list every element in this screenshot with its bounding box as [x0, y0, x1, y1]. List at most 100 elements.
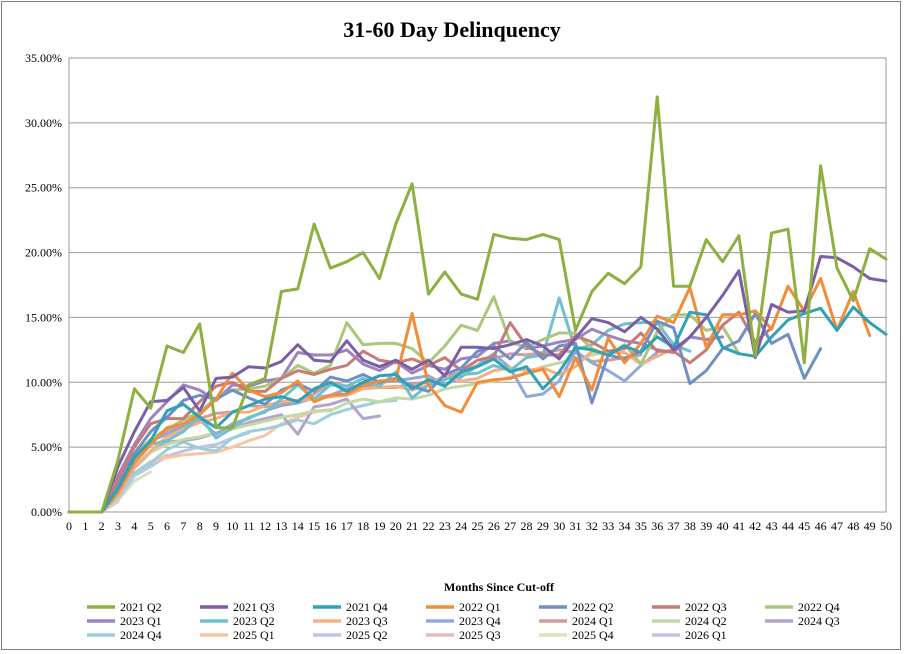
legend-label: 2023 Q4	[459, 614, 501, 628]
legend-label: 2022 Q2	[572, 600, 614, 614]
x-axis-label: Months Since Cut-off	[444, 580, 555, 594]
x-axis-tick-labels: 0 1 2 3 4 5 6 7 8 9 10 11 12 13 14 15 16 17 18 19 20 21 22 23 24…	[66, 519, 892, 533]
x-tick-label: 21	[406, 519, 418, 533]
x-tick-label: 24	[455, 519, 467, 533]
legend-label: 2024 Q2	[685, 614, 727, 628]
legend-entry: 2023 Q3	[313, 614, 388, 628]
legend-entry: 2022 Q4	[765, 600, 840, 614]
x-tick-label: 0	[66, 519, 72, 533]
x-tick-label: 36	[651, 519, 663, 533]
legend-label: 2024 Q1	[572, 614, 614, 628]
x-tick-label: 6	[164, 519, 170, 533]
x-tick-label: 37	[668, 519, 680, 533]
legend-entry: 2023 Q2	[200, 614, 275, 628]
x-tick-label: 39	[700, 519, 712, 533]
x-tick-label: 2	[99, 519, 105, 533]
legend-label: 2025 Q1	[233, 628, 275, 642]
series-line-2023-q2	[67, 296, 692, 514]
x-tick-label: 34	[619, 519, 631, 533]
legend-entry: 2025 Q1	[200, 628, 275, 642]
x-tick-label: 7	[180, 519, 186, 533]
legend-entry: 2025 Q2	[313, 628, 388, 642]
x-tick-label: 14	[292, 519, 304, 533]
x-tick-label: 29	[537, 519, 549, 533]
legend-label: 2024 Q4	[120, 628, 162, 642]
series-line-2024-q4	[67, 398, 398, 514]
x-tick-label: 20	[390, 519, 402, 533]
x-tick-label: 16	[324, 519, 336, 533]
series-line-2023-q3	[67, 347, 676, 514]
y-tick-label: 35.00%	[25, 51, 62, 65]
x-tick-label: 30	[553, 519, 565, 533]
x-tick-label: 17	[341, 519, 353, 533]
legend-entry: 2022 Q2	[539, 600, 614, 614]
legend-label: 2026 Q1	[685, 628, 727, 642]
y-axis-tick-labels: 0.00% 5.00% 10.00% 15.00% 20.00% 25.00% 30.00%…	[25, 51, 62, 519]
x-tick-label: 47	[831, 519, 843, 533]
x-tick-label: 26	[488, 519, 500, 533]
x-tick-label: 18	[357, 519, 369, 533]
x-tick-label: 13	[275, 519, 287, 533]
x-tick-label: 15	[308, 519, 320, 533]
x-tick-label: 28	[521, 519, 533, 533]
series-line-2022-q4	[67, 295, 741, 514]
legend-label: 2024 Q3	[798, 614, 840, 628]
y-tick-label: 5.00%	[31, 440, 62, 454]
legend-label: 2023 Q1	[120, 614, 162, 628]
legend-entry: 2025 Q3	[426, 628, 501, 642]
x-tick-label: 42	[749, 519, 761, 533]
legend-label: 2025 Q2	[346, 628, 388, 642]
x-tick-label: 11	[243, 519, 255, 533]
legend-entry: 2023 Q4	[426, 614, 501, 628]
legend-entry: 2024 Q1	[539, 614, 614, 628]
x-tick-label: 10	[226, 519, 238, 533]
legend-label: 2021 Q2	[120, 600, 162, 614]
x-tick-label: 9	[213, 519, 219, 533]
x-tick-label: 1	[82, 519, 88, 533]
legend-entry: 2022 Q3	[652, 600, 727, 614]
x-tick-label: 5	[148, 519, 154, 533]
legend-entry: 2026 Q1	[652, 628, 727, 642]
x-tick-label: 12	[259, 519, 271, 533]
y-tick-label: 10.00%	[25, 375, 62, 389]
x-tick-label: 44	[782, 519, 794, 533]
series-line-2021-q3	[67, 255, 888, 514]
x-tick-label: 50	[880, 519, 892, 533]
legend-label: 2023 Q2	[233, 614, 275, 628]
legend-label: 2022 Q3	[685, 600, 727, 614]
x-tick-label: 31	[570, 519, 582, 533]
series-line-2022-q3	[67, 310, 774, 514]
legend-entry: 2021 Q4	[313, 600, 388, 614]
x-tick-label: 46	[815, 519, 827, 533]
x-tick-label: 40	[717, 519, 729, 533]
legend-entry: 2021 Q3	[200, 600, 275, 614]
legend-label: 2021 Q4	[346, 600, 388, 614]
legend-entry: 2024 Q3	[765, 614, 840, 628]
legend-label: 2022 Q4	[798, 600, 840, 614]
legend-label: 2023 Q3	[346, 614, 388, 628]
legend-label: 2022 Q1	[459, 600, 501, 614]
x-tick-label: 41	[733, 519, 745, 533]
x-tick-label: 49	[864, 519, 876, 533]
plot-area	[68, 57, 887, 513]
legend-entry: 2025 Q4	[539, 628, 614, 642]
series-line-2021-q2	[67, 95, 888, 514]
x-tick-label: 25	[472, 519, 484, 533]
chart-title: 31-60 Day Delinquency	[343, 17, 561, 42]
y-tick-label: 0.00%	[31, 505, 62, 519]
series-line-2021-q4	[67, 305, 888, 514]
series-line-2022-q1	[67, 277, 872, 514]
legend-label: 2021 Q3	[233, 600, 275, 614]
x-tick-label: 48	[847, 519, 859, 533]
legend: 2021 Q2 2021 Q3 2021 Q4 2022 Q1 2022 Q2 2022 …	[87, 600, 840, 642]
x-tick-label: 8	[197, 519, 203, 533]
legend-entry: 2021 Q2	[87, 600, 162, 614]
x-tick-label: 3	[115, 519, 121, 533]
y-tick-label: 15.00%	[25, 310, 62, 324]
x-tick-label: 45	[798, 519, 810, 533]
legend-entry: 2024 Q4	[87, 628, 162, 642]
x-tick-label: 32	[586, 519, 598, 533]
y-tick-label: 20.00%	[25, 246, 62, 260]
